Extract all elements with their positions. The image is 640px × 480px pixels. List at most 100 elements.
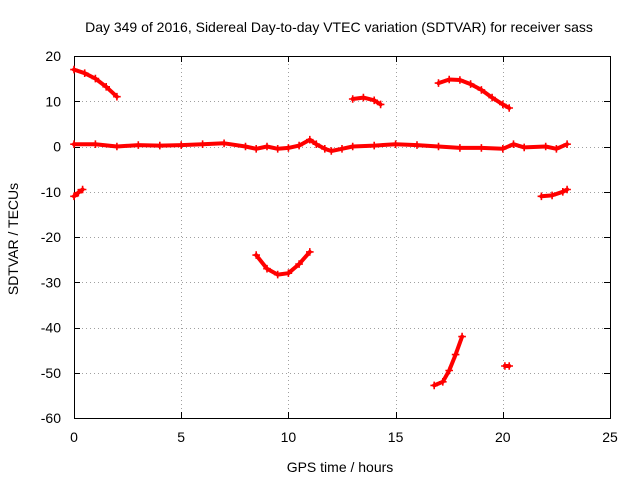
data-point (306, 248, 314, 256)
y-tick-label: 0 (53, 139, 61, 155)
y-tick-label: -10 (41, 184, 61, 200)
data-point (499, 145, 507, 153)
series-arc-06 (537, 185, 571, 201)
data-point (78, 185, 87, 194)
data-point (370, 141, 378, 150)
data-point (559, 188, 567, 196)
data-point (80, 69, 89, 77)
series-line (72, 67, 119, 99)
y-tick-label: 10 (45, 93, 61, 109)
data-point (445, 366, 453, 375)
data-point (563, 185, 571, 194)
data-point (505, 362, 513, 370)
chart-title: Day 349 of 2016, Sidereal Day-to-day VTE… (85, 19, 593, 35)
data-point (505, 104, 513, 112)
data-point (348, 142, 357, 151)
x-tick-label: 15 (388, 429, 404, 445)
grid-layer (74, 56, 610, 418)
data-point (376, 100, 385, 109)
series-arc-05 (434, 75, 513, 112)
x-axis-label: GPS time / hours (287, 459, 394, 475)
data-point (252, 145, 260, 153)
x-tick-label: 20 (495, 429, 511, 445)
data-point (451, 350, 460, 359)
data-point (537, 192, 546, 201)
series-arc-03 (70, 135, 571, 155)
y-tick-label: -50 (41, 365, 61, 381)
data-point (434, 79, 443, 87)
data-point (458, 332, 466, 341)
data-point (177, 141, 185, 149)
series-arc-01 (70, 65, 121, 101)
data-point (456, 76, 464, 84)
data-point (284, 144, 293, 152)
data-point (220, 139, 228, 148)
x-tick-label: 10 (281, 429, 297, 445)
data-point (370, 96, 378, 105)
data-point (91, 74, 100, 83)
data-point (70, 65, 78, 74)
data-point (456, 144, 464, 152)
data-point (91, 140, 100, 148)
data-point (273, 145, 282, 153)
y-tick-label: -30 (41, 274, 61, 290)
y-tick-label: -40 (41, 320, 61, 336)
y-tick-label: 20 (45, 48, 61, 64)
x-tick-label: 25 (602, 429, 618, 445)
data-point (241, 142, 250, 151)
data-point (391, 140, 400, 148)
series-arc-07 (252, 248, 314, 279)
data-point (312, 140, 321, 148)
series-arc-04 (348, 93, 385, 109)
data-point (263, 264, 271, 273)
data-point (548, 191, 556, 200)
data-point (284, 269, 293, 277)
y-tick-label: -60 (41, 410, 61, 426)
data-point (327, 147, 336, 155)
y-tick-label: -20 (41, 229, 61, 245)
tick-layer: 0 5 10 15 20 25 -60 -50 -40 -30 -20 -10 0 10 20 (41, 48, 618, 445)
series-arc-09 (501, 362, 513, 370)
series-line (254, 249, 312, 277)
data-point (348, 95, 357, 103)
data-point (321, 145, 329, 153)
data-point (520, 143, 528, 152)
x-tick-label: 5 (177, 429, 185, 445)
data-point (338, 145, 346, 153)
x-tick-label: 0 (70, 429, 78, 445)
data-point (434, 142, 443, 151)
series-line (432, 334, 465, 388)
data-point (499, 100, 507, 109)
data-point (413, 141, 421, 149)
data-point (134, 141, 143, 149)
data-point (466, 80, 475, 88)
data-point (70, 192, 78, 201)
data-point (359, 93, 368, 102)
data-point (563, 140, 571, 148)
data-point (439, 378, 447, 386)
data-point (252, 251, 260, 259)
data-point (113, 92, 121, 101)
data-point (263, 142, 271, 151)
data-point (156, 141, 164, 150)
data-point (541, 142, 550, 151)
data-point (552, 145, 561, 153)
series-line (539, 187, 570, 199)
data-point (306, 135, 314, 144)
data-point (198, 140, 207, 148)
data-point (295, 260, 303, 268)
data-point (488, 93, 496, 102)
series-arc-08 (430, 332, 466, 390)
y-axis-label: SDTVAR / TECUs (5, 183, 21, 295)
data-point (477, 86, 486, 94)
data-point (273, 270, 282, 279)
data-point (70, 140, 78, 148)
series-line (72, 137, 570, 153)
data-point (295, 141, 303, 150)
series-line (350, 95, 383, 107)
data-point (477, 144, 486, 152)
data-point (445, 75, 453, 84)
series-layer (70, 65, 571, 390)
series-arc-02 (70, 185, 87, 201)
